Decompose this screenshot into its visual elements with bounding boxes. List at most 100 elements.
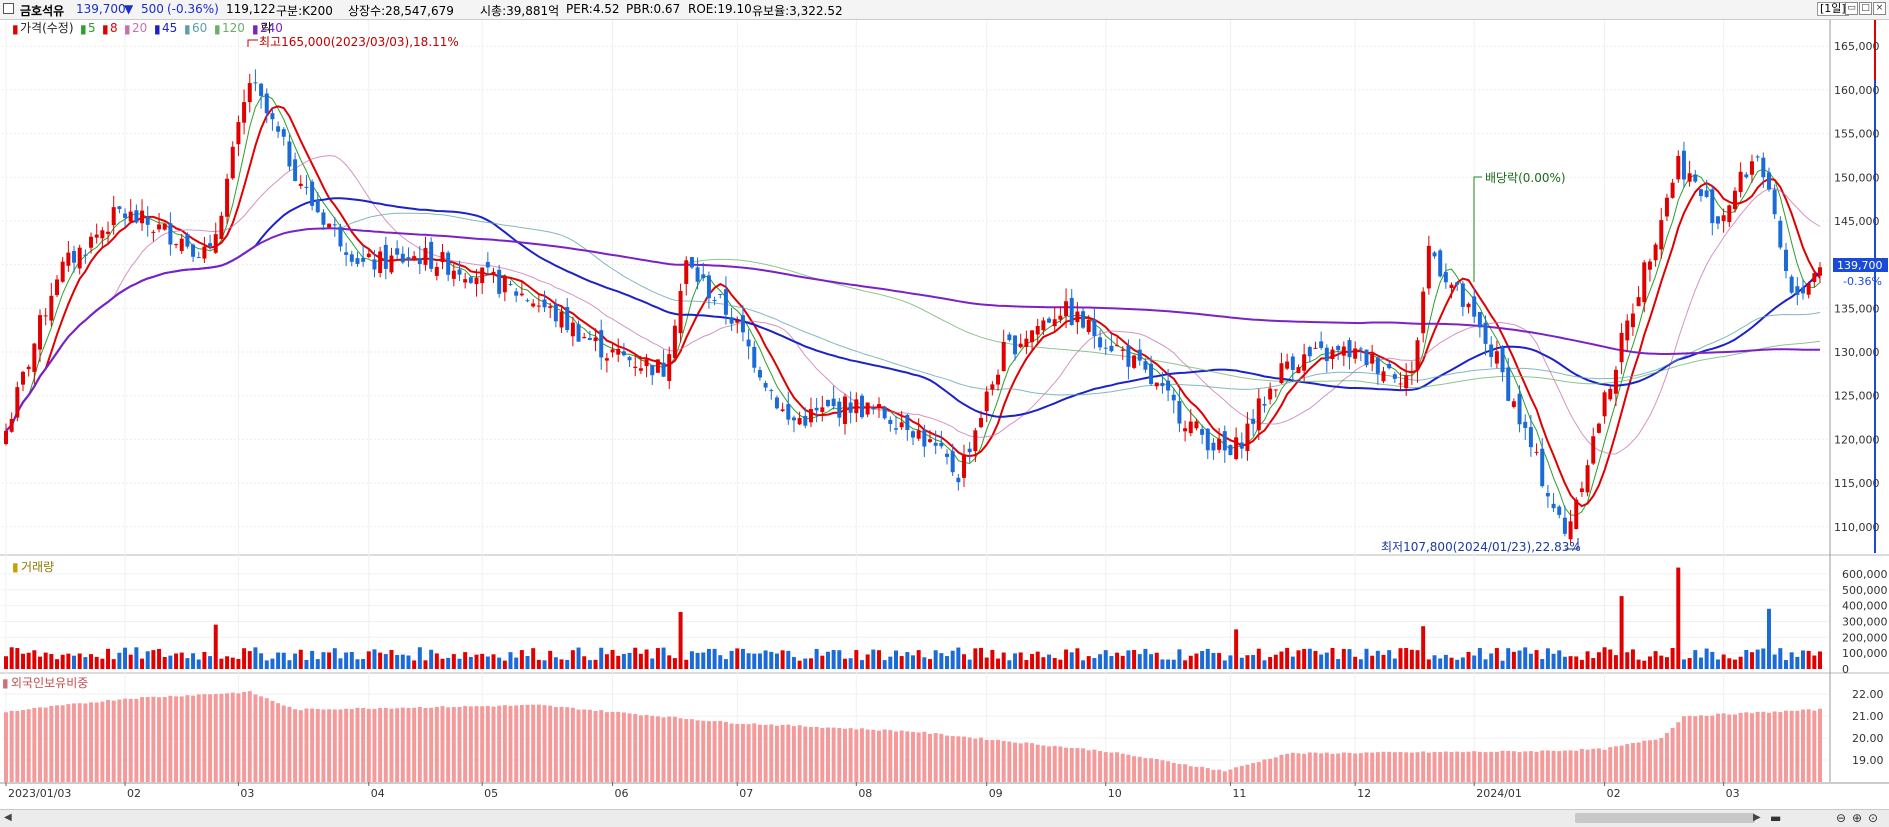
foreign-bar bbox=[939, 733, 944, 782]
candle bbox=[349, 254, 354, 262]
foreign-bar bbox=[570, 707, 575, 782]
candle bbox=[644, 359, 649, 367]
volume-bar bbox=[638, 653, 643, 669]
scroll-thumb[interactable] bbox=[1575, 813, 1755, 823]
foreign-bar bbox=[1058, 746, 1063, 782]
zoom-out-icon[interactable]: ⊖ bbox=[1836, 811, 1847, 825]
stock-name[interactable]: 금호석유 bbox=[20, 4, 65, 18]
foreign-bar bbox=[661, 717, 666, 782]
volume-bar bbox=[94, 656, 99, 669]
zoom-reset-icon[interactable]: ⊙ bbox=[1868, 811, 1879, 825]
foreign-bar bbox=[106, 699, 111, 782]
candle bbox=[49, 295, 54, 321]
volume-bar bbox=[979, 647, 984, 669]
foreign-bar bbox=[1693, 716, 1698, 782]
candle bbox=[117, 206, 122, 210]
foreign-bar bbox=[1749, 713, 1754, 782]
volume-bar bbox=[1721, 654, 1726, 669]
candle bbox=[695, 267, 700, 282]
volume-bar bbox=[1035, 651, 1040, 669]
foreign-bar bbox=[599, 710, 604, 782]
volume-bar bbox=[1562, 656, 1567, 669]
foreign-bar bbox=[1132, 756, 1137, 782]
volume-bar bbox=[366, 651, 371, 669]
minimize-icon[interactable]: ▭ bbox=[1845, 2, 1858, 15]
candle bbox=[1013, 335, 1018, 355]
foreign-bar bbox=[1613, 746, 1618, 782]
foreign-bar bbox=[1506, 750, 1511, 782]
horizontal-scrollbar[interactable]: ◀ ▶ ▬ ⊖ ⊕ ⊙ bbox=[0, 809, 1889, 827]
volume-bar bbox=[66, 653, 71, 669]
foreign-bar bbox=[1302, 753, 1307, 782]
foreign-bar bbox=[514, 705, 519, 782]
candle bbox=[1132, 355, 1137, 368]
volume-bar bbox=[1205, 648, 1210, 669]
candle bbox=[1370, 354, 1375, 364]
foreign-bar bbox=[451, 707, 456, 782]
candle bbox=[1466, 303, 1471, 308]
foreign-tick-label: 21.00 bbox=[1852, 710, 1884, 723]
candle bbox=[888, 419, 893, 424]
candle bbox=[525, 300, 530, 302]
candle bbox=[740, 315, 745, 333]
candle bbox=[1358, 348, 1363, 350]
volume-bar bbox=[1551, 653, 1556, 669]
foreign-bar bbox=[1081, 748, 1086, 782]
volume-bar bbox=[434, 653, 439, 669]
foreign-bar bbox=[803, 726, 808, 782]
volume-tick-label: 400,000 bbox=[1842, 600, 1888, 613]
foreign-bar bbox=[1494, 751, 1499, 782]
candle bbox=[559, 311, 564, 328]
candle bbox=[60, 261, 65, 282]
candle bbox=[338, 226, 343, 247]
zoom-in-icon[interactable]: ⊕ bbox=[1852, 811, 1863, 825]
candle bbox=[633, 366, 638, 369]
legend-ma-marker: ▮ bbox=[124, 22, 131, 36]
volume-bar bbox=[1432, 655, 1437, 669]
foreign-bar bbox=[1052, 745, 1057, 782]
candle bbox=[196, 257, 201, 259]
foreign-bar bbox=[1273, 757, 1278, 782]
volume-bar bbox=[225, 656, 230, 669]
volume-bar bbox=[208, 656, 213, 669]
ma-line-5 bbox=[5, 94, 1821, 517]
foreign-bar bbox=[871, 729, 876, 782]
volume-bar bbox=[1426, 659, 1431, 669]
candle bbox=[1494, 351, 1499, 364]
volume-bar bbox=[1778, 648, 1783, 669]
volume-bar bbox=[1540, 659, 1545, 669]
scroll-right-icon[interactable]: ▶ bbox=[1753, 812, 1761, 823]
volume-bar bbox=[911, 655, 915, 669]
volume-bar bbox=[1273, 654, 1278, 669]
volume-bar bbox=[1041, 657, 1046, 669]
foreign-bar bbox=[1183, 764, 1188, 782]
candle bbox=[1330, 349, 1335, 360]
foreign-bar bbox=[1540, 750, 1545, 782]
candle bbox=[315, 199, 320, 213]
foreign-bar bbox=[1591, 748, 1596, 782]
close-icon[interactable]: × bbox=[1873, 2, 1886, 15]
volume-bar bbox=[1472, 655, 1477, 669]
candle bbox=[1154, 382, 1159, 387]
candle bbox=[1653, 244, 1658, 261]
maximize-icon[interactable]: □ bbox=[1859, 2, 1872, 15]
volume-bar bbox=[814, 648, 819, 669]
stock-chart[interactable]: 165,000160,000155,000150,000145,000140,0… bbox=[0, 0, 1889, 809]
volume-bar bbox=[202, 651, 207, 669]
volume-bar bbox=[531, 648, 536, 669]
zoom-slider-icon[interactable]: ▬ bbox=[1770, 811, 1782, 825]
candle bbox=[1268, 388, 1273, 400]
volume-bar bbox=[1455, 659, 1460, 669]
volume-bar bbox=[15, 648, 20, 669]
foreign-bar bbox=[15, 710, 20, 782]
volume-bar bbox=[242, 648, 247, 669]
scroll-left-icon[interactable]: ◀ bbox=[4, 812, 12, 823]
foreign-bar bbox=[1574, 750, 1579, 782]
select-checkbox[interactable] bbox=[3, 3, 14, 14]
volume-bar bbox=[1557, 650, 1562, 669]
candle bbox=[327, 223, 332, 228]
candle bbox=[1262, 403, 1267, 406]
candle bbox=[1636, 297, 1641, 307]
volume-bar bbox=[1585, 651, 1590, 669]
foreign-bar bbox=[60, 705, 65, 782]
